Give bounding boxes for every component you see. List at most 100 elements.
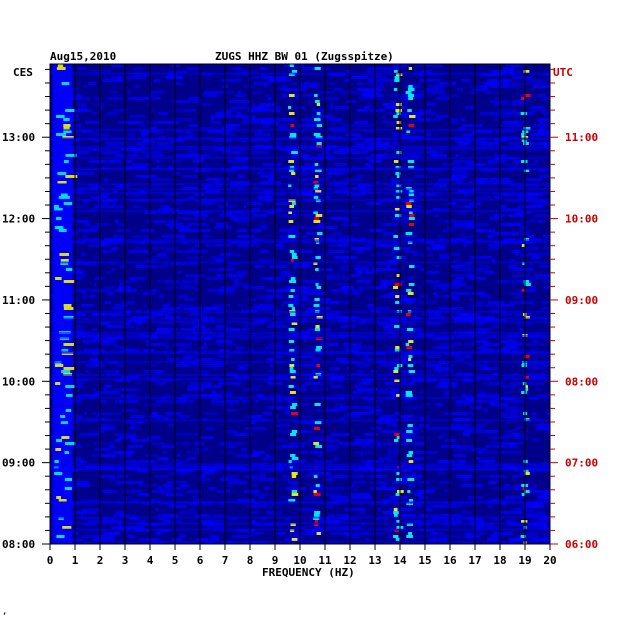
spectral-peak bbox=[408, 223, 414, 226]
spectral-streak bbox=[433, 370, 444, 373]
spectral-streak bbox=[327, 526, 344, 529]
spectral-streak bbox=[476, 457, 496, 460]
spectral-streak bbox=[259, 319, 269, 322]
spectral-streak bbox=[386, 154, 407, 157]
spectral-streak bbox=[92, 328, 97, 331]
spectral-streak bbox=[416, 328, 424, 331]
spectral-streak bbox=[52, 214, 73, 217]
spectral-streak bbox=[416, 523, 432, 526]
spectral-streak bbox=[430, 514, 449, 517]
spectral-streak bbox=[460, 484, 482, 487]
spectral-peak bbox=[314, 298, 320, 301]
spectral-streak bbox=[247, 211, 256, 214]
spectral-streak bbox=[330, 103, 333, 106]
spectral-streak bbox=[292, 295, 301, 298]
spectral-streak bbox=[450, 424, 471, 427]
x-tick-label: 9 bbox=[272, 554, 279, 567]
spectral-streak bbox=[167, 358, 180, 361]
spectral-streak bbox=[196, 448, 202, 451]
spectral-streak bbox=[206, 520, 225, 523]
spectral-peak bbox=[65, 409, 72, 412]
spectral-streak bbox=[460, 142, 465, 145]
spectral-streak bbox=[301, 286, 312, 289]
spectral-streak bbox=[76, 511, 98, 514]
spectral-streak bbox=[52, 202, 73, 205]
spectral-streak bbox=[323, 175, 332, 178]
spectral-streak bbox=[356, 82, 364, 85]
spectral-streak bbox=[91, 412, 111, 415]
spectral-streak bbox=[268, 523, 287, 526]
spectral-streak bbox=[116, 229, 130, 232]
spectral-streak bbox=[432, 535, 436, 538]
spectral-streak bbox=[181, 280, 198, 283]
spectral-streak bbox=[259, 193, 262, 196]
spectral-streak bbox=[546, 85, 550, 88]
spectral-streak bbox=[350, 76, 368, 79]
spectral-streak bbox=[330, 367, 340, 370]
spectral-streak bbox=[439, 436, 442, 439]
spectral-streak bbox=[168, 505, 187, 508]
spectral-peak bbox=[63, 160, 69, 163]
spectral-streak bbox=[411, 190, 416, 193]
spectral-streak bbox=[66, 289, 86, 292]
spectral-streak bbox=[138, 520, 147, 523]
spectral-streak bbox=[160, 205, 169, 208]
spectral-streak bbox=[99, 475, 116, 478]
spectral-streak bbox=[349, 496, 372, 499]
spectral-streak bbox=[319, 454, 323, 457]
spectral-streak bbox=[409, 505, 422, 508]
spectral-streak bbox=[421, 118, 441, 121]
spectral-streak bbox=[379, 415, 396, 418]
spectral-streak bbox=[233, 376, 251, 379]
spectral-streak bbox=[81, 253, 86, 256]
spectral-streak bbox=[179, 511, 196, 514]
right-timezone-label: UTC bbox=[553, 66, 573, 79]
spectral-peak bbox=[313, 196, 319, 199]
spectral-streak bbox=[67, 379, 89, 382]
spectral-streak bbox=[343, 292, 361, 295]
spectral-streak bbox=[115, 400, 118, 403]
spectral-streak bbox=[463, 343, 475, 346]
spectral-peak bbox=[313, 220, 321, 223]
spectral-streak bbox=[466, 226, 477, 229]
spectral-streak bbox=[264, 379, 273, 382]
spectral-streak bbox=[450, 274, 472, 277]
spectral-streak bbox=[348, 274, 356, 277]
spectral-streak bbox=[462, 133, 475, 136]
spectral-streak bbox=[176, 217, 189, 220]
spectral-streak bbox=[181, 358, 192, 361]
spectral-streak bbox=[113, 514, 125, 517]
spectral-streak bbox=[299, 88, 307, 91]
spectral-streak bbox=[52, 355, 73, 358]
spectral-streak bbox=[371, 253, 393, 256]
spectral-streak bbox=[412, 379, 433, 382]
spectral-streak bbox=[52, 328, 73, 331]
spectral-streak bbox=[118, 436, 137, 439]
spectral-streak bbox=[521, 247, 540, 250]
spectral-streak bbox=[357, 286, 372, 289]
spectral-streak bbox=[257, 265, 265, 268]
spectral-peak bbox=[313, 304, 320, 307]
spectral-streak bbox=[69, 166, 77, 169]
spectral-peak bbox=[291, 202, 296, 205]
spectral-streak bbox=[192, 325, 206, 328]
spectral-streak bbox=[161, 208, 172, 211]
spectral-peak bbox=[64, 487, 72, 490]
spectral-streak bbox=[257, 196, 272, 199]
spectral-streak bbox=[264, 346, 282, 349]
spectral-streak bbox=[231, 262, 240, 265]
spectral-streak bbox=[214, 259, 224, 262]
spectral-peak bbox=[407, 364, 414, 367]
spectral-streak bbox=[454, 448, 475, 451]
spectral-streak bbox=[541, 301, 550, 304]
spectral-streak bbox=[80, 499, 102, 502]
spectral-peak bbox=[394, 214, 402, 217]
spectral-streak bbox=[174, 250, 183, 253]
spectral-streak bbox=[252, 451, 265, 454]
spectral-streak bbox=[270, 364, 274, 367]
spectral-streak bbox=[163, 193, 178, 196]
spectral-streak bbox=[172, 172, 180, 175]
spectral-streak bbox=[401, 358, 413, 361]
spectral-streak bbox=[99, 427, 113, 430]
spectral-streak bbox=[300, 82, 319, 85]
